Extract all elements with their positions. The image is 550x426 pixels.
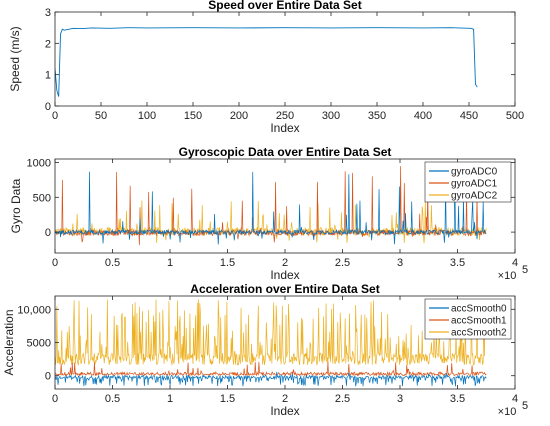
x-tick-label: 250 <box>276 110 294 122</box>
plot-area <box>55 299 487 387</box>
speed-line <box>55 27 478 97</box>
x-tick-label: 0 <box>52 110 58 122</box>
x-tick-label: 1 <box>167 257 173 269</box>
x-tick-label: 3.5 <box>450 257 465 269</box>
gyroADC2-line <box>55 200 487 244</box>
x-multiplier-exponent: 5 <box>522 400 528 412</box>
accSmooth2-line <box>55 299 487 366</box>
x-multiplier: ×10 <box>498 270 517 282</box>
x-tick-label: 2 <box>282 257 288 269</box>
y-tick-label: 0 <box>45 101 51 113</box>
legend-entry: accSmooth0 <box>451 304 507 315</box>
x-tick-label: 1.5 <box>220 257 235 269</box>
plot-area <box>55 27 478 97</box>
y-tick-label: 0 <box>45 227 51 239</box>
x-tick-label: 2 <box>282 393 288 405</box>
x-tick-label: 300 <box>322 110 340 122</box>
x-tick-label: 100 <box>138 110 156 122</box>
y-tick-label: 5000 <box>27 338 51 350</box>
y-tick-label: 500 <box>33 192 51 204</box>
y-axis-label: Speed (m/s) <box>8 26 22 91</box>
legend-entry: gyroADC0 <box>451 167 498 178</box>
x-tick-label: 0 <box>52 393 58 405</box>
y-tick-label: 0 <box>45 371 51 383</box>
x-tick-label: 500 <box>506 110 524 122</box>
chart-title: Acceleration over Entire Data Set <box>190 282 379 296</box>
y-axis-label: Gyro Data <box>9 178 23 233</box>
x-tick-label: 4 <box>512 393 518 405</box>
x-tick-label: 4 <box>512 257 518 269</box>
x-tick-label: 3 <box>397 257 403 269</box>
x-tick-label: 0.5 <box>105 393 120 405</box>
legend-entry: accSmooth2 <box>451 328 507 339</box>
y-tick-label: 1 <box>45 70 51 82</box>
y-tick-label: 2 <box>45 38 51 50</box>
x-tick-label: 0 <box>52 257 58 269</box>
chart-1: Gyroscopic Data over Entire Data Set 0 0.5… <box>9 145 528 282</box>
legend-entry: gyroADC2 <box>451 191 498 202</box>
x-tick-label: 1.5 <box>220 393 235 405</box>
chart-title: Gyroscopic Data over Entire Data Set <box>179 145 392 159</box>
plot-area <box>55 166 487 246</box>
x-tick-label: 150 <box>184 110 202 122</box>
legend-entry: gyroADC1 <box>451 179 498 190</box>
chart-2: Acceleration over Entire Data Set 0 0.5 1 1.… <box>2 282 528 418</box>
x-tick-label: 1 <box>167 393 173 405</box>
x-tick-label: 2.5 <box>335 257 350 269</box>
x-tick-label: 2.5 <box>335 393 350 405</box>
y-tick-label: 1000 <box>27 157 51 169</box>
x-multiplier-exponent: 5 <box>522 264 528 276</box>
x-tick-label: 50 <box>95 110 107 122</box>
x-tick-label: 3 <box>397 393 403 405</box>
x-tick-label: 450 <box>460 110 478 122</box>
accSmooth0-line <box>55 371 487 387</box>
x-tick-label: 3.5 <box>450 393 465 405</box>
gyroADC0-line <box>55 171 487 245</box>
x-axis-label: Index <box>270 121 299 135</box>
y-tick-label: 3 <box>45 7 51 19</box>
chart-title: Speed over Entire Data Set <box>208 0 361 12</box>
axes-box <box>54 11 516 107</box>
x-tick-label: 200 <box>230 110 248 122</box>
x-multiplier: ×10 <box>498 406 517 418</box>
y-tick-label: 10,000 <box>17 304 51 316</box>
x-tick-label: 350 <box>368 110 386 122</box>
x-axis-label: Index <box>270 268 299 282</box>
legend-entry: accSmooth1 <box>451 316 507 327</box>
x-tick-label: 400 <box>414 110 432 122</box>
y-axis-label: Acceleration <box>2 309 16 375</box>
x-tick-label: 0.5 <box>105 257 120 269</box>
x-axis-label: Index <box>270 404 299 418</box>
accSmooth1-line <box>55 362 487 378</box>
